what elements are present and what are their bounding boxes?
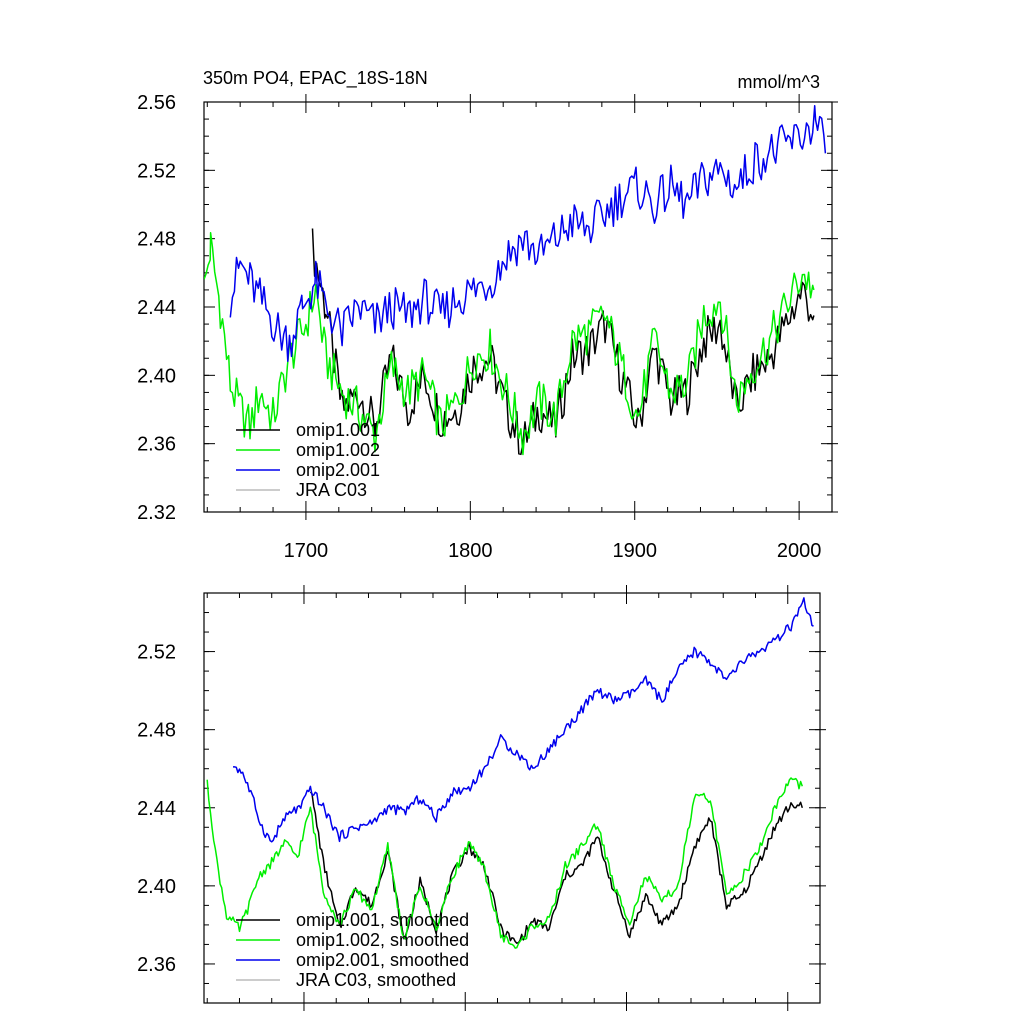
y-tick-label: 2.44	[137, 798, 176, 820]
y-tick-label: 2.48	[137, 720, 176, 742]
y-tick-label: 2.52	[137, 160, 176, 182]
y-tick-label: 2.36	[137, 434, 176, 456]
legend-label: omip1.001, smoothed	[296, 910, 469, 930]
series-line-omip2-001-smoothed	[233, 597, 814, 843]
x-tick-label: 1800	[448, 540, 493, 562]
legend-label: JRA C03	[296, 480, 367, 500]
y-tick-label: 2.36	[137, 954, 176, 976]
legend-label: omip1.001	[296, 420, 380, 440]
legend-label: omip1.002	[296, 440, 380, 460]
units-label: mmol/m^3	[738, 72, 820, 92]
y-tick-label: 2.40	[137, 876, 176, 898]
x-tick-label: 1700	[284, 540, 329, 562]
y-tick-label: 2.40	[137, 365, 176, 387]
x-tick-label: 1900	[612, 540, 657, 562]
legend-label: omip1.002, smoothed	[296, 930, 469, 950]
x-tick-label: 2000	[777, 540, 822, 562]
y-tick-label: 2.32	[137, 502, 176, 524]
legend-label: omip2.001, smoothed	[296, 950, 469, 970]
plot-frame	[203, 592, 821, 1004]
legend-label: omip2.001	[296, 460, 380, 480]
y-tick-label: 2.56	[137, 92, 176, 114]
series-line-omip2-001	[229, 104, 827, 363]
y-tick-label: 2.44	[137, 297, 176, 319]
y-tick-label: 2.52	[137, 642, 176, 664]
series-line-omip1-001	[311, 228, 815, 456]
legend-label: JRA C03, smoothed	[296, 970, 456, 990]
series-line-omip1-002	[204, 232, 815, 456]
top-panel: 350m PO4, EPAC_18S-18N mmol/m^3 1700 1800…	[137, 68, 838, 562]
chart-title: 350m PO4, EPAC_18S-18N	[203, 68, 428, 89]
series-line-omip1-002-smoothed	[206, 777, 804, 949]
y-tick-label: 2.48	[137, 229, 176, 251]
